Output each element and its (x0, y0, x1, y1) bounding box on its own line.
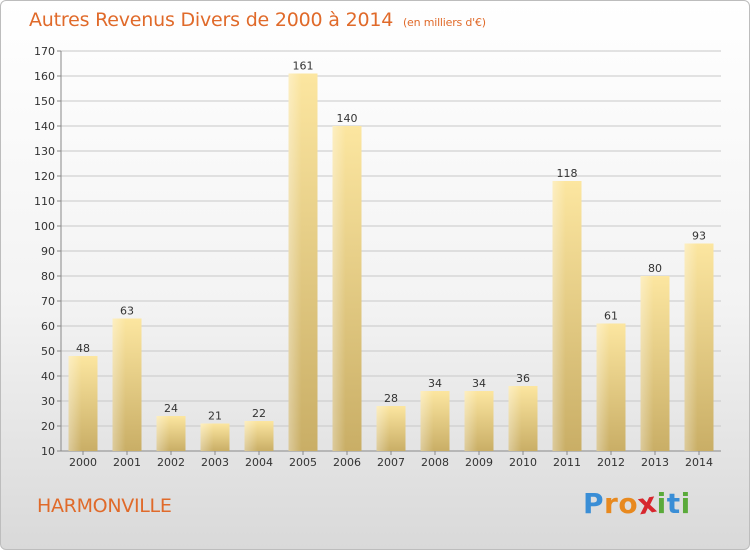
value-label: 118 (557, 167, 578, 180)
x-tick-label: 2006 (333, 456, 361, 469)
value-label: 36 (516, 372, 530, 385)
value-label: 63 (120, 305, 134, 318)
value-label: 21 (208, 410, 222, 423)
bar-highlight-2004 (244, 421, 258, 451)
x-tick-label: 2004 (245, 456, 273, 469)
y-tick-label: 110 (34, 195, 55, 208)
x-tick-label: 2008 (421, 456, 449, 469)
x-tick-label: 2001 (113, 456, 141, 469)
value-label: 34 (428, 377, 442, 390)
value-label: 22 (252, 407, 266, 420)
x-tick-label: 2007 (377, 456, 405, 469)
y-tick-label: 50 (41, 345, 55, 358)
bar-highlight-2014 (684, 243, 698, 451)
x-tick-label: 2005 (289, 456, 317, 469)
value-label: 140 (337, 112, 358, 125)
bar-highlight-2005 (288, 73, 302, 451)
value-label: 93 (692, 230, 706, 243)
bar-highlight-2001 (112, 318, 126, 451)
value-label: 24 (164, 402, 178, 415)
value-label: 48 (76, 342, 90, 355)
proxiti-logo: Proxiti (583, 486, 691, 522)
y-tick-label: 120 (34, 170, 55, 183)
y-tick-label: 20 (41, 420, 55, 433)
logo-letter: t (666, 487, 681, 520)
bar-highlight-2009 (464, 391, 478, 451)
bar-highlight-2010 (508, 386, 522, 451)
y-tick-label: 30 (41, 395, 55, 408)
chart-subtitle: (en milliers d'€) (402, 16, 486, 29)
x-tick-label: 2014 (685, 456, 713, 469)
bar-highlight-2007 (376, 406, 390, 451)
logo-letter: P (583, 487, 605, 520)
value-label: 80 (648, 262, 662, 275)
bar-highlight-2011 (552, 181, 566, 451)
logo-letter: i (656, 487, 667, 520)
chart-title-text: Autres Revenus Divers de 2000 à 2014 (29, 9, 394, 31)
x-tick-label: 2013 (641, 456, 669, 469)
logo-letter: i (680, 487, 691, 520)
logo-letter: o (618, 487, 639, 520)
y-tick-label: 40 (41, 370, 55, 383)
bar-highlight-2002 (156, 416, 170, 451)
location-label: HARMONVILLE (37, 495, 172, 517)
y-tick-label: 90 (41, 245, 55, 258)
y-tick-label: 160 (34, 70, 55, 83)
value-label: 34 (472, 377, 486, 390)
logo-letter: r (604, 487, 619, 520)
y-tick-label: 150 (34, 95, 55, 108)
value-label: 28 (384, 392, 398, 405)
x-tick-label: 2011 (553, 456, 581, 469)
y-tick-label: 60 (41, 320, 55, 333)
x-tick-label: 2012 (597, 456, 625, 469)
y-tick-label: 140 (34, 120, 55, 133)
y-tick-label: 70 (41, 295, 55, 308)
x-tick-label: 2010 (509, 456, 537, 469)
y-tick-label: 130 (34, 145, 55, 158)
bar-highlight-2013 (640, 276, 654, 451)
chart-title: Autres Revenus Divers de 2000 à 2014 (en… (29, 9, 486, 31)
x-tick-label: 2003 (201, 456, 229, 469)
value-label: 161 (293, 60, 314, 73)
y-tick-label: 100 (34, 220, 55, 233)
bar-highlight-2008 (420, 391, 434, 451)
bar-highlight-2012 (596, 323, 610, 451)
y-tick-label: 10 (41, 445, 55, 458)
x-tick-label: 2000 (69, 456, 97, 469)
x-tick-label: 2002 (157, 456, 185, 469)
bar-highlight-2003 (200, 423, 214, 451)
value-label: 61 (604, 310, 618, 323)
x-tick-label: 2009 (465, 456, 493, 469)
y-tick-label: 80 (41, 270, 55, 283)
bar-highlight-2000 (68, 356, 82, 451)
y-tick-label: 170 (34, 45, 55, 58)
bar-highlight-2006 (332, 126, 346, 451)
